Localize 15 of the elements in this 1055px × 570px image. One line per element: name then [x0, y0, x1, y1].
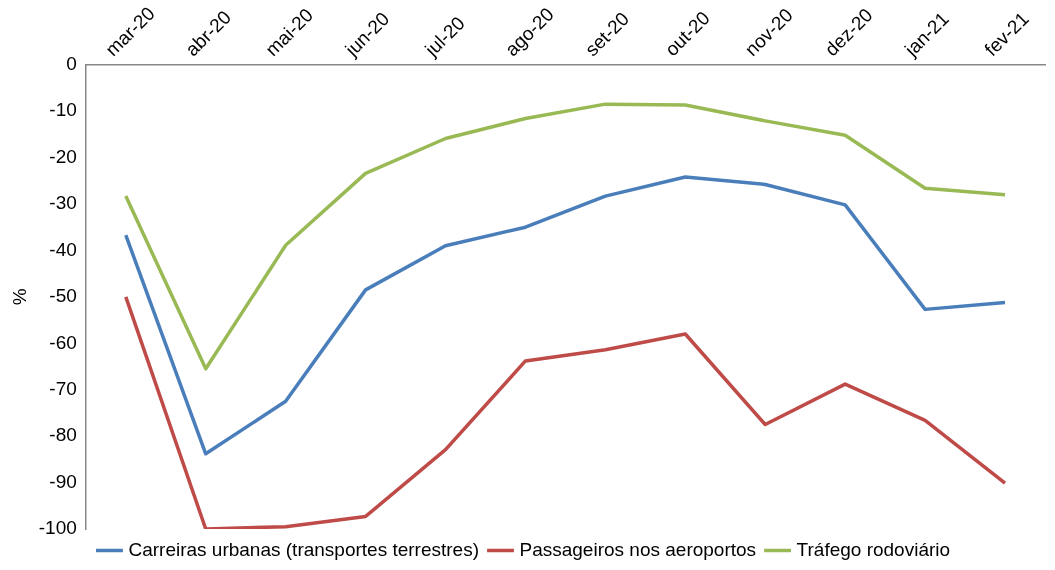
- y-axis-title: %: [8, 288, 30, 306]
- y-tick-label: -40: [49, 238, 77, 260]
- y-tick-label: -90: [49, 470, 77, 492]
- legend-label: Passageiros nos aeroportos: [519, 538, 757, 560]
- legend-label: Carreiras urbanas (transportes terrestres): [128, 538, 480, 560]
- y-tick-label: -10: [49, 99, 77, 121]
- legend-label: Tráfego rodoviário: [796, 538, 951, 560]
- y-tick-label: -100: [38, 517, 77, 539]
- y-tick-label: -60: [49, 331, 77, 353]
- y-tick-label: -50: [49, 285, 77, 307]
- y-tick-label: -70: [49, 377, 77, 399]
- y-tick-label: 0: [66, 52, 77, 74]
- y-tick-label: -20: [49, 145, 77, 167]
- y-tick-label: -80: [49, 424, 77, 446]
- y-tick-label: -30: [49, 192, 77, 214]
